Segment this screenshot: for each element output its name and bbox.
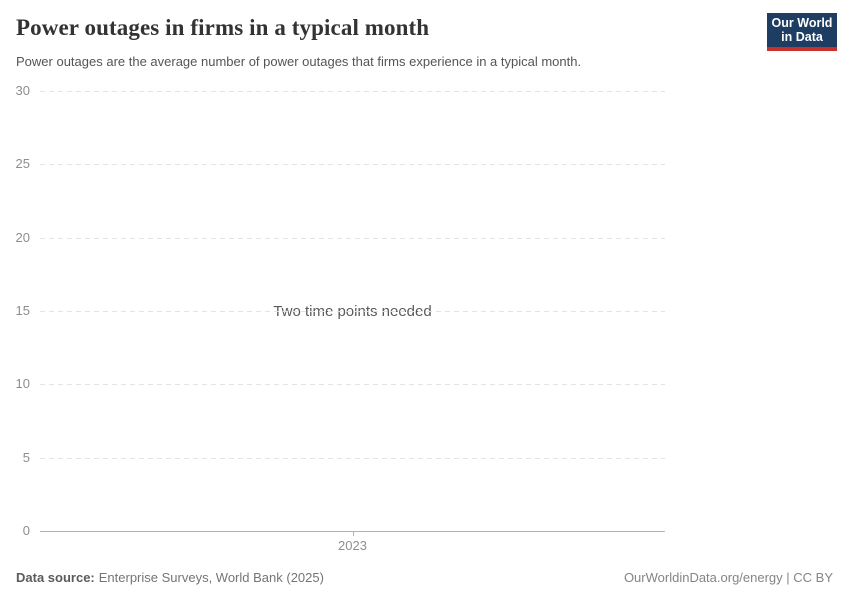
data-source-label: Data source:: [16, 570, 95, 585]
y-gridline: [40, 237, 665, 239]
owid-logo-line1: Our World: [771, 15, 833, 30]
credit-link[interactable]: OurWorldinData.org/energy | CC BY: [623, 570, 833, 585]
x-axis-tick-mark: [352, 531, 354, 536]
y-gridline: [40, 457, 665, 459]
x-axis-tick-label: 2023: [338, 538, 367, 553]
y-axis-tick-label: 15: [15, 303, 30, 318]
y-axis-tick-label: 25: [15, 156, 30, 172]
y-axis-tick-label: 10: [15, 376, 30, 392]
data-source-line: Data source: Enterprise Surveys, World Ba…: [16, 569, 324, 586]
y-axis-tick-label: 5: [22, 449, 30, 465]
y-gridline: [40, 311, 665, 312]
y-gridline: [40, 91, 665, 92]
y-gridline: [40, 384, 665, 386]
page-title: Power outages in firms in a typical mont…: [16, 15, 430, 40]
y-axis-tick-label: 30: [15, 83, 30, 98]
y-axis-tick-label: 20: [15, 229, 30, 245]
data-source-value: Enterprise Surveys, World Bank (2025): [98, 570, 324, 585]
chart-subtitle: Power outages are the average number of …: [16, 54, 582, 69]
y-gridline: [40, 164, 665, 166]
owid-logo-line2: in Data: [781, 30, 823, 44]
x-axis-baseline: [40, 531, 665, 532]
y-axis-tick-label: 0: [22, 523, 30, 538]
owid-logo[interactable]: Our World in Data: [767, 13, 837, 51]
